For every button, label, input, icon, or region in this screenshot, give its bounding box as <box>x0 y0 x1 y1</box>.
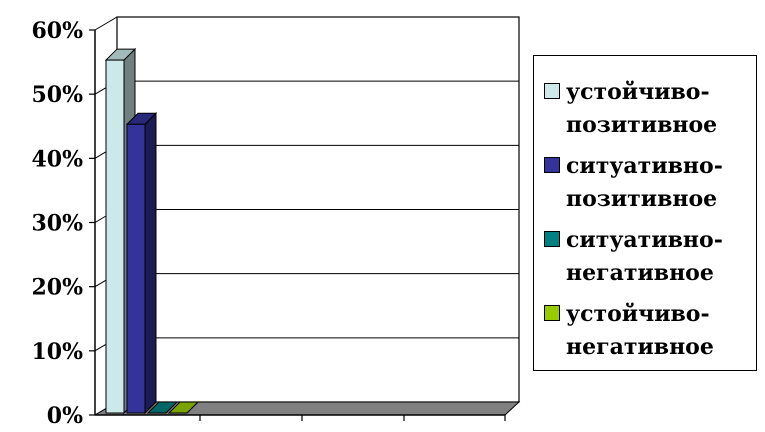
legend-label: устойчиво- негативное <box>566 301 714 360</box>
legend-label: устойчиво- позитивное <box>566 79 718 138</box>
bar-top <box>167 401 200 414</box>
legend-label: ситуативно- позитивное <box>566 153 723 212</box>
y-tick-label: 40% <box>31 146 83 172</box>
grid-lines <box>94 16 520 416</box>
y-tick-label: 60% <box>31 18 83 44</box>
axes <box>89 29 506 421</box>
legend-label: ситуативно- негативное <box>566 227 723 286</box>
y-axis-ticks: 0% 10% 20% 30% 40% 50% 60% <box>31 18 83 429</box>
y-tick-label: 30% <box>31 211 83 237</box>
grid-diagonal <box>94 16 118 31</box>
legend-swatch <box>544 83 560 99</box>
y-tick-label: 20% <box>31 275 83 301</box>
legend-swatch <box>544 305 560 321</box>
bar <box>167 401 200 414</box>
bar <box>146 401 179 414</box>
legend-swatch <box>544 231 560 247</box>
bars <box>104 47 200 415</box>
bar-side <box>144 112 157 415</box>
y-tick-label: 10% <box>31 339 83 365</box>
bar-front <box>126 123 146 414</box>
legend: устойчиво- позитивное ситуативно- позити… <box>533 55 757 371</box>
bar-front <box>105 59 125 414</box>
y-tick-label: 0% <box>47 403 83 429</box>
bar-top <box>146 401 179 414</box>
legend-swatch <box>544 157 560 173</box>
bar <box>125 112 158 415</box>
y-tick-label: 50% <box>31 82 83 108</box>
